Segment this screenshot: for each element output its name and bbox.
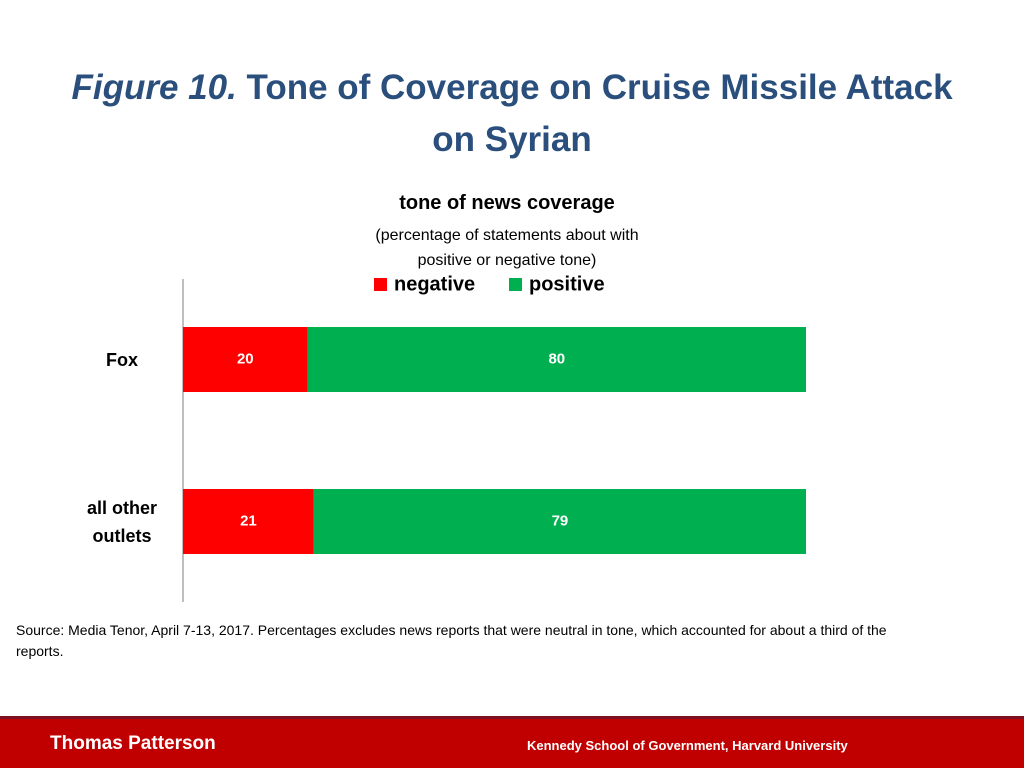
- footer: Thomas Patterson Kennedy School of Gover…: [0, 716, 1024, 768]
- legend-swatch: [374, 278, 387, 291]
- footer-author: Thomas Patterson: [50, 733, 216, 754]
- chart-title: tone of news coverage: [399, 192, 615, 214]
- bar-segment: [313, 489, 806, 554]
- category-label: Fox: [105, 349, 138, 370]
- legend-label: positive: [529, 273, 605, 295]
- value-label: 21: [240, 512, 257, 529]
- category-label: all other outlets: [86, 497, 157, 546]
- value-label: 80: [548, 350, 565, 367]
- source-note: Source: Media Tenor, April 7-13, 2017. P…: [16, 622, 887, 659]
- legend-swatch: [509, 278, 522, 291]
- footer-institution: Kennedy School of Government, Harvard Un…: [527, 738, 848, 753]
- value-label: 79: [552, 512, 569, 529]
- title-text: Tone of Coverage on Cruise Missile Attac…: [246, 68, 953, 159]
- slide-title: Figure 10. Tone of Coverage on Cruise Mi…: [62, 62, 962, 166]
- bar-segment: [183, 489, 314, 554]
- bar-segment: [307, 327, 806, 392]
- chart-subtitle: (percentage of statements about with pos…: [375, 227, 639, 269]
- legend-label: negative: [394, 273, 475, 295]
- value-label: 20: [237, 350, 254, 367]
- bar-segment: [183, 327, 308, 392]
- figure-label: Figure 10.: [71, 68, 237, 107]
